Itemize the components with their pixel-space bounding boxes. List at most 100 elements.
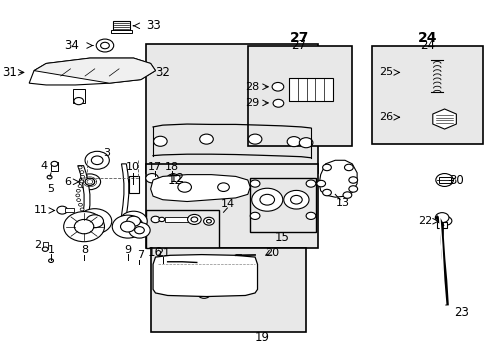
- Circle shape: [438, 115, 449, 123]
- Circle shape: [211, 178, 235, 196]
- Text: 12: 12: [169, 172, 184, 185]
- Text: 26: 26: [378, 112, 392, 122]
- Circle shape: [153, 136, 167, 146]
- Circle shape: [78, 209, 112, 234]
- Bar: [145, 164, 318, 248]
- Text: 34: 34: [64, 39, 79, 52]
- Circle shape: [322, 189, 331, 196]
- Circle shape: [96, 39, 114, 52]
- Circle shape: [194, 181, 198, 184]
- Text: 14: 14: [221, 199, 235, 210]
- Circle shape: [167, 262, 177, 269]
- Text: 13: 13: [335, 198, 349, 208]
- Circle shape: [435, 174, 452, 186]
- Bar: [51, 162, 58, 171]
- Text: 8: 8: [81, 245, 88, 255]
- Circle shape: [299, 138, 312, 148]
- Circle shape: [169, 186, 173, 189]
- Text: 9: 9: [124, 245, 131, 255]
- Text: 21: 21: [155, 248, 169, 258]
- Circle shape: [191, 217, 197, 222]
- Circle shape: [63, 212, 104, 242]
- Circle shape: [189, 177, 193, 180]
- Bar: [145, 44, 318, 173]
- Circle shape: [170, 176, 199, 198]
- Polygon shape: [319, 160, 356, 197]
- Bar: [235, 254, 241, 256]
- Text: 25: 25: [378, 67, 392, 77]
- Polygon shape: [150, 175, 250, 202]
- Circle shape: [76, 194, 80, 197]
- Text: 16: 16: [148, 246, 163, 259]
- Text: 12: 12: [167, 174, 182, 186]
- Bar: [113, 21, 130, 31]
- Polygon shape: [153, 255, 257, 297]
- Circle shape: [79, 203, 82, 206]
- Circle shape: [348, 177, 357, 183]
- Circle shape: [195, 186, 199, 189]
- Bar: [438, 177, 450, 183]
- Bar: [371, 45, 483, 144]
- Circle shape: [251, 188, 282, 211]
- Bar: [128, 176, 139, 193]
- Circle shape: [86, 215, 103, 228]
- Circle shape: [120, 221, 135, 232]
- Bar: [150, 248, 305, 332]
- Circle shape: [197, 289, 210, 298]
- Text: 28: 28: [245, 82, 259, 92]
- Bar: [247, 45, 351, 146]
- Text: 31: 31: [2, 66, 17, 79]
- Circle shape: [77, 199, 81, 202]
- Circle shape: [283, 190, 308, 209]
- Circle shape: [203, 217, 214, 225]
- Circle shape: [434, 213, 448, 223]
- Text: 24: 24: [417, 31, 436, 45]
- Circle shape: [305, 212, 315, 220]
- Circle shape: [166, 174, 180, 184]
- Bar: [145, 211, 218, 248]
- Circle shape: [290, 195, 302, 204]
- Circle shape: [76, 226, 80, 229]
- Circle shape: [260, 194, 274, 205]
- Circle shape: [199, 134, 213, 144]
- Bar: [165, 217, 188, 222]
- Text: 20: 20: [264, 248, 279, 258]
- Circle shape: [176, 177, 180, 180]
- Text: 27: 27: [291, 39, 305, 52]
- Circle shape: [79, 174, 101, 190]
- Circle shape: [112, 215, 143, 238]
- Circle shape: [120, 211, 147, 231]
- Text: 32: 32: [155, 66, 170, 79]
- Circle shape: [250, 212, 260, 220]
- Circle shape: [183, 176, 186, 179]
- Circle shape: [248, 134, 262, 144]
- Circle shape: [101, 42, 109, 49]
- Text: 11: 11: [33, 206, 47, 216]
- Circle shape: [81, 175, 84, 178]
- Text: 30: 30: [448, 174, 463, 186]
- Text: 19: 19: [254, 330, 269, 343]
- Bar: [64, 208, 74, 212]
- Circle shape: [343, 192, 351, 198]
- Bar: [250, 178, 315, 232]
- Text: 2: 2: [34, 239, 41, 249]
- Circle shape: [128, 222, 150, 238]
- Circle shape: [159, 217, 164, 222]
- Circle shape: [76, 189, 80, 192]
- Text: 18: 18: [164, 162, 178, 172]
- Text: 23: 23: [453, 306, 468, 319]
- Bar: [111, 30, 132, 33]
- Circle shape: [134, 226, 144, 234]
- Circle shape: [80, 217, 83, 220]
- Text: 33: 33: [145, 19, 160, 32]
- Circle shape: [47, 175, 52, 179]
- Circle shape: [305, 180, 315, 187]
- Circle shape: [151, 216, 160, 223]
- Circle shape: [272, 99, 283, 107]
- Bar: [42, 242, 47, 249]
- Circle shape: [80, 180, 83, 183]
- Circle shape: [176, 194, 180, 197]
- Circle shape: [206, 220, 211, 223]
- Circle shape: [78, 222, 81, 225]
- Circle shape: [145, 174, 158, 183]
